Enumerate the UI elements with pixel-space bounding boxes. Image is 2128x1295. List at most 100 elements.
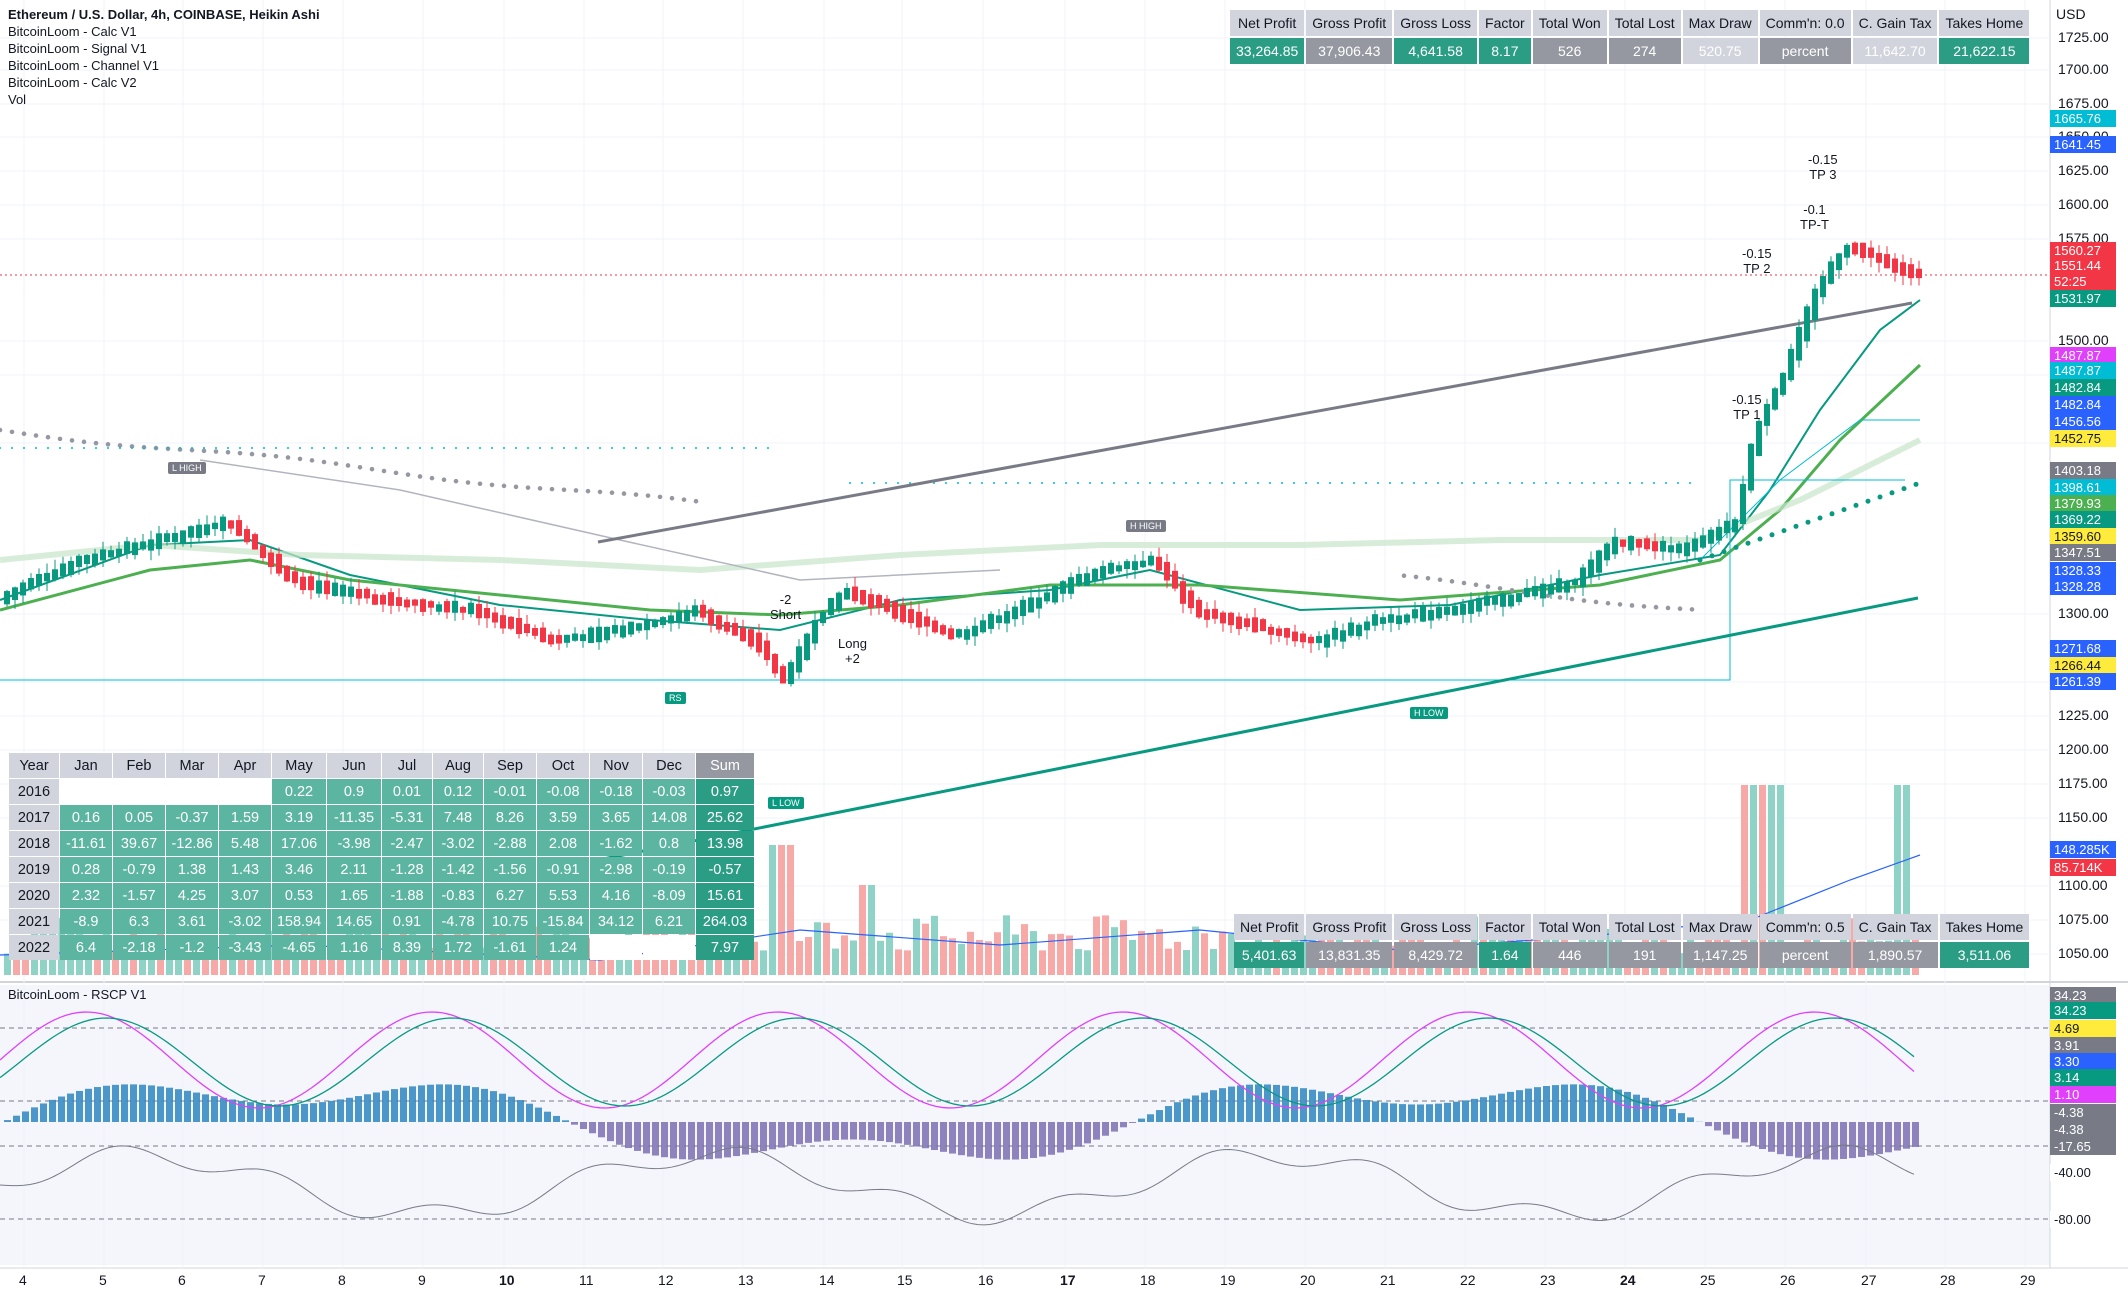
monthly-cell: -1.62 xyxy=(590,831,642,856)
oscillator-bar xyxy=(301,1103,308,1122)
time-axis-label: 22 xyxy=(1460,1272,1476,1288)
candle xyxy=(1764,403,1770,426)
volume-bar xyxy=(1147,933,1154,975)
price-tag: 1266.44 xyxy=(2050,657,2116,674)
oscillator-bar xyxy=(724,1122,731,1158)
volume-bar xyxy=(985,941,992,975)
candle xyxy=(1124,561,1130,570)
oscillator-bar xyxy=(1597,1086,1604,1122)
price-tag: 1328.33 xyxy=(2050,562,2116,579)
candle xyxy=(644,619,650,631)
oscillator-bar xyxy=(1615,1089,1622,1122)
candle xyxy=(1844,244,1850,258)
candle xyxy=(364,588,370,599)
stats-top-value: 37,906.43 xyxy=(1306,38,1393,64)
candle xyxy=(1468,600,1474,614)
candle xyxy=(1220,612,1226,624)
oscillator-bar xyxy=(103,1085,110,1122)
monthly-header: Jul xyxy=(382,753,432,778)
monthly-cell: 0.22 xyxy=(272,779,326,804)
time-axis-label: 13 xyxy=(738,1272,754,1288)
lower-trendline[interactable] xyxy=(597,596,1919,862)
candle xyxy=(660,617,666,625)
oscillator-bar xyxy=(1489,1095,1496,1122)
oscillator-bar xyxy=(1237,1085,1244,1122)
indicator-channel-v1[interactable]: BitcoinLoom - Channel V1 xyxy=(8,58,160,73)
volume-bar xyxy=(922,923,929,975)
monthly-header: Aug xyxy=(433,753,483,778)
stats-bot-header: C. Gain Tax xyxy=(1852,914,1938,940)
candle xyxy=(1164,561,1170,581)
candle xyxy=(1492,596,1498,605)
time-axis[interactable]: 4 5 6 7 8 9 10 11 12 13 14 15 16 17 18 19 20 21 22 23 24 25 26… xyxy=(0,1268,2050,1295)
volume-bar xyxy=(1183,950,1190,975)
indicator-volume[interactable]: Vol xyxy=(8,92,27,107)
stats-bot-value: 191 xyxy=(1608,942,1681,968)
candle xyxy=(380,594,386,605)
volume-bar xyxy=(859,885,866,975)
oscillator-bar xyxy=(40,1103,47,1122)
monthly-cell: -3.98 xyxy=(327,831,381,856)
oscillator-bar xyxy=(1480,1097,1487,1122)
candle xyxy=(532,628,538,636)
candle xyxy=(1172,570,1178,589)
oscillator-bar xyxy=(1048,1122,1055,1155)
volume-bar xyxy=(1039,950,1046,975)
candle xyxy=(1700,535,1706,548)
oscillator-title[interactable]: BitcoinLoom - RSCP V1 xyxy=(8,987,147,1002)
stats-table-top: Net Profit Gross Profit Gross Loss Factor To… xyxy=(1228,8,2031,66)
volume-bar xyxy=(1012,934,1019,975)
indicator-calc-v2[interactable]: BitcoinLoom - Calc V2 xyxy=(8,75,137,90)
stats-bot-value: 1.64 xyxy=(1479,942,1531,968)
volume-bar xyxy=(1102,915,1109,975)
stats-top-value: 33,264.85 xyxy=(1230,38,1305,64)
monthly-cell: -0.91 xyxy=(537,857,589,882)
price-axis-label: 1150.00 xyxy=(2058,809,2108,825)
oscillator-bar xyxy=(229,1099,236,1122)
volume-bar xyxy=(1021,924,1028,975)
candle xyxy=(1828,261,1834,284)
time-axis-label: 14 xyxy=(819,1272,835,1288)
oscillator-bar xyxy=(211,1096,218,1122)
monthly-cell: 3.19 xyxy=(272,805,326,830)
indicator-calc-v1[interactable]: BitcoinLoom - Calc V1 xyxy=(8,24,137,39)
time-axis-label: 23 xyxy=(1540,1272,1556,1288)
price-axis-label: 1300.00 xyxy=(2058,605,2109,621)
volume-bar xyxy=(1741,785,1748,975)
candle xyxy=(636,623,642,631)
stats-top-header: Total Won xyxy=(1532,10,1607,36)
oscillator-bar xyxy=(481,1088,488,1122)
oscillator-bar xyxy=(1453,1101,1460,1122)
stats-bot-header: Takes Home xyxy=(1939,914,2030,940)
monthly-cell: 0.97 xyxy=(696,779,754,804)
monthly-cell: -0.57 xyxy=(696,857,754,882)
upper-trendline[interactable] xyxy=(597,301,1913,544)
monthly-header: Jun xyxy=(327,753,381,778)
symbol-title[interactable]: Ethereum / U.S. Dollar, 4h, COINBASE, He… xyxy=(8,7,320,22)
volume-bar xyxy=(1048,934,1055,975)
stats-top-header: Gross Profit xyxy=(1306,10,1393,36)
oscillator-bar xyxy=(1426,1104,1433,1122)
candle xyxy=(12,587,18,601)
volume-bar xyxy=(751,941,758,975)
candle xyxy=(1356,624,1362,637)
candle xyxy=(1820,276,1826,298)
monthly-cell: 25.62 xyxy=(696,805,754,830)
volume-bar xyxy=(1768,785,1775,975)
volume-bar xyxy=(949,938,956,975)
candle xyxy=(1676,543,1682,554)
candle xyxy=(92,553,98,566)
time-axis-label: 26 xyxy=(1780,1272,1796,1288)
candle xyxy=(844,587,850,600)
candle xyxy=(1540,583,1546,599)
candle xyxy=(1652,541,1658,552)
oscillator-bar xyxy=(1741,1122,1748,1143)
monthly-cell: 14.65 xyxy=(327,909,381,934)
oscillator-bar xyxy=(769,1122,776,1150)
indicator-signal-v1[interactable]: BitcoinLoom - Signal V1 xyxy=(8,41,147,56)
price-axis[interactable]: USD xyxy=(2050,0,2128,1270)
time-axis-label: 5 xyxy=(99,1272,107,1288)
candle xyxy=(1020,599,1026,617)
candle xyxy=(492,612,498,623)
